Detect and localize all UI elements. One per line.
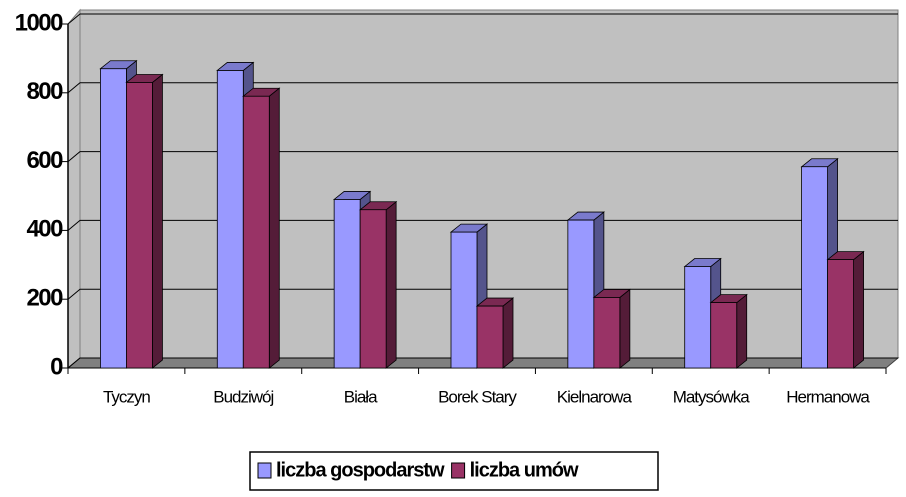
- bar-face: [100, 68, 127, 369]
- bar-face: [502, 297, 514, 369]
- grid-line: [67, 219, 898, 231]
- y-tick-label: 1000: [15, 9, 64, 36]
- y-tick-label: 200: [26, 285, 63, 312]
- x-tick-label: Matysówka: [673, 387, 751, 406]
- bar: [592, 288, 631, 369]
- bar: [242, 87, 281, 369]
- y-tick-label: 400: [26, 216, 63, 243]
- grid-line: [67, 82, 898, 94]
- bar-face: [268, 87, 280, 369]
- bar-face: [710, 302, 738, 369]
- bar-face: [216, 70, 244, 369]
- legend-label: liczba gospodarstw: [276, 459, 445, 481]
- y-tick-label: 0: [50, 353, 63, 380]
- bar-face: [801, 166, 828, 369]
- bar-face: [827, 259, 854, 369]
- legend-swatch: [257, 462, 272, 479]
- bar-face: [152, 73, 163, 369]
- bar-face: [853, 250, 864, 369]
- bar-face: [567, 219, 595, 369]
- grid-line: [67, 151, 898, 162]
- x-tick-label: Biała: [344, 387, 378, 406]
- legend-swatch: [451, 462, 466, 479]
- bar: [826, 250, 865, 369]
- bar: [359, 200, 398, 369]
- bar: [709, 293, 748, 369]
- bar-face: [359, 209, 387, 369]
- x-tick-label: Tyczyn: [103, 387, 150, 406]
- x-tick-label: Hermanowa: [786, 387, 870, 406]
- bar-face: [619, 288, 631, 369]
- x-tick-label: Budziwój: [213, 387, 273, 406]
- legend-label: liczba umów: [470, 459, 579, 481]
- bar-face: [333, 199, 361, 369]
- bar-face: [450, 231, 478, 369]
- bar-face: [684, 266, 712, 369]
- side-wall: [67, 8, 81, 370]
- bar-face: [476, 305, 504, 369]
- y-tick-label: 800: [26, 78, 63, 105]
- bar: [475, 297, 515, 369]
- x-tick-label: Borek Stary: [438, 387, 517, 406]
- bar-face: [242, 95, 270, 369]
- y-tick-label: 600: [26, 147, 63, 174]
- bar-face: [385, 200, 397, 369]
- bar-face: [593, 297, 621, 369]
- grid-line: [67, 13, 898, 25]
- bar-face: [126, 82, 153, 369]
- x-tick-label: Kielnarowa: [557, 387, 633, 406]
- bar: [125, 73, 164, 369]
- bar-face: [736, 293, 748, 369]
